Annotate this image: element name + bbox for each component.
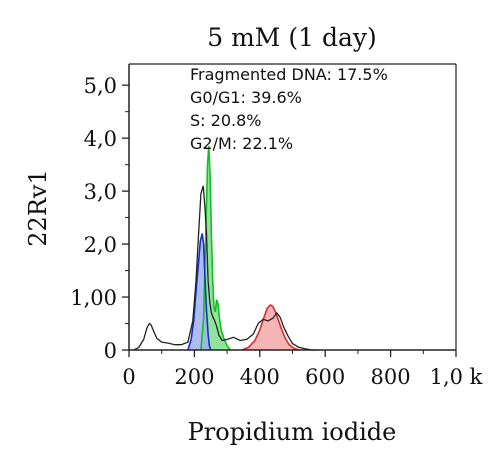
- x-tick-label: 0: [122, 365, 135, 389]
- x-tick-label: 400: [240, 365, 280, 389]
- g2m-area: [241, 305, 299, 350]
- y-axis-label: 22Rv1: [24, 169, 52, 246]
- histogram-line: [133, 185, 319, 351]
- annotation-s-phase: S: 20.8%: [190, 111, 261, 130]
- y-tick-label: 1,00: [70, 286, 117, 310]
- plot-area: [133, 146, 319, 351]
- annotation-g2m: G2/M: 22.1%: [190, 134, 293, 153]
- g2m-line: [241, 303, 300, 351]
- annotation-fragmented-dna: Fragmented DNA: 17.5%: [190, 65, 388, 84]
- x-tick-label: 600: [305, 365, 345, 389]
- x-tick-label: 800: [371, 365, 411, 389]
- x-tick-label: 200: [174, 365, 214, 389]
- y-axis-ticks: 0 1,00 2,0 3,0 4,0 5,0: [70, 74, 129, 363]
- y-tick-label: 5,0: [84, 74, 117, 98]
- annotation-g0g1: G0/G1: 39.6%: [190, 88, 302, 107]
- g0g1-line: [187, 233, 212, 351]
- annotation-block: Fragmented DNA: 17.5% G0/G1: 39.6% S: 20…: [190, 65, 388, 153]
- histogram-lines: [133, 146, 319, 351]
- s-phase-area: [200, 146, 231, 350]
- x-axis-label: Propidium iodide: [188, 418, 397, 446]
- chart-title: 5 mM (1 day): [207, 23, 377, 52]
- x-axis-ticks: 0 200 400 600 800 1,0 k: [122, 350, 483, 389]
- x-tick-label: 1,0 k: [430, 365, 483, 389]
- s-phase-line: [200, 146, 232, 351]
- y-tick-label: 2,0: [84, 233, 117, 257]
- histogram-fills: [187, 146, 299, 350]
- y-tick-label: 3,0: [84, 180, 117, 204]
- g0g1-area: [187, 233, 211, 350]
- axes: 0 200 400 600 800 1,0 k 0 1,00 2,0 3,0 4,0 5,0: [70, 63, 483, 389]
- y-tick-label: 0: [104, 339, 117, 363]
- y-tick-label: 4,0: [84, 127, 117, 151]
